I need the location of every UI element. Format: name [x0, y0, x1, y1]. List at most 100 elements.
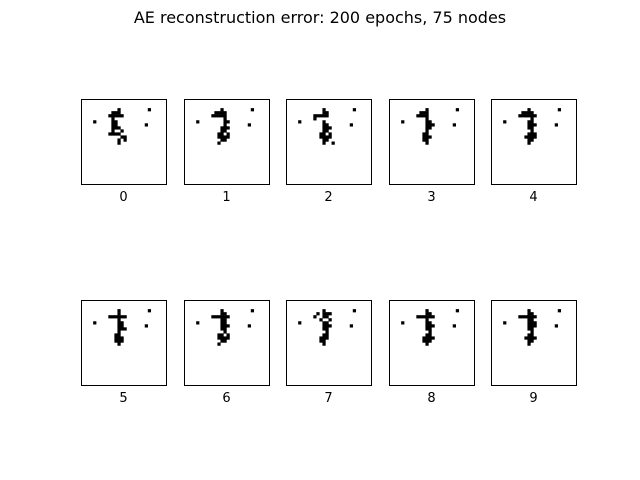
pixel — [530, 111, 534, 115]
pixel — [530, 132, 534, 136]
pixel — [220, 327, 224, 331]
pixel — [117, 141, 121, 145]
pixel — [220, 315, 224, 319]
pixel — [223, 114, 227, 118]
pixel — [425, 318, 429, 322]
pixel — [117, 111, 121, 115]
pixel — [533, 324, 537, 328]
pixel — [503, 120, 507, 124]
pixel — [111, 117, 115, 121]
pixel — [298, 321, 302, 325]
pixel — [117, 114, 121, 118]
pixel — [425, 132, 429, 136]
pixel — [352, 108, 357, 112]
pixel — [120, 327, 124, 331]
pixel — [325, 327, 329, 331]
pixel — [108, 114, 112, 118]
pixel — [530, 333, 534, 337]
pixel — [322, 111, 326, 115]
pixel — [530, 114, 534, 118]
pixel — [123, 138, 127, 142]
pixel — [117, 336, 121, 340]
pixel — [108, 315, 112, 319]
pixel — [422, 138, 426, 142]
pixel — [223, 336, 227, 340]
pixel — [147, 309, 152, 313]
pixel — [530, 318, 534, 322]
pixel — [530, 123, 534, 127]
pixel — [530, 336, 534, 340]
pixel — [428, 336, 432, 340]
pixel — [226, 324, 230, 328]
pixel — [325, 135, 329, 139]
pixel — [144, 324, 148, 328]
image-panel: 7 — [286, 300, 372, 406]
pixel — [530, 120, 534, 124]
panel-label: 1 — [222, 190, 230, 205]
pixel — [114, 123, 118, 127]
pixel — [533, 315, 537, 319]
pixel — [114, 114, 118, 118]
pixel — [313, 117, 317, 121]
pixel — [120, 339, 124, 343]
pixel — [422, 111, 426, 115]
pixel — [223, 327, 227, 331]
pixel — [524, 135, 528, 139]
pixel — [223, 111, 227, 115]
pixel — [111, 129, 115, 133]
pixel — [425, 108, 429, 112]
pixel — [521, 114, 525, 118]
pixel — [422, 114, 426, 118]
pixel — [328, 324, 332, 328]
pixel — [425, 117, 429, 121]
panel-frame — [389, 99, 475, 185]
pixel — [196, 321, 200, 325]
pixel — [527, 321, 531, 325]
pixel — [524, 114, 528, 118]
pixel — [527, 333, 531, 337]
pixel — [416, 315, 420, 319]
pixel — [419, 114, 423, 118]
pixel — [425, 327, 429, 331]
pixel — [425, 114, 429, 118]
pixel — [425, 339, 429, 343]
pixel — [217, 111, 221, 115]
pixel — [220, 108, 224, 112]
pixel — [325, 321, 329, 325]
pixel — [223, 120, 227, 124]
pixel — [428, 315, 432, 319]
pixel — [223, 135, 227, 139]
panel-frame — [491, 300, 577, 386]
pixel — [425, 321, 429, 325]
pixel — [527, 315, 531, 319]
pixel — [422, 339, 426, 343]
pixel — [527, 309, 531, 313]
pixel — [322, 138, 326, 142]
pixel — [120, 324, 124, 328]
pixel — [217, 132, 221, 136]
pixel — [322, 327, 326, 331]
pixel — [111, 120, 115, 124]
pixel — [147, 108, 152, 112]
pixel — [533, 336, 537, 340]
pixel — [322, 312, 326, 316]
pixel — [322, 321, 326, 325]
pixel — [226, 120, 230, 124]
pixel — [226, 315, 230, 319]
pixel — [527, 141, 531, 145]
pixel — [325, 123, 329, 127]
pixel — [325, 336, 329, 340]
pixel — [527, 135, 531, 139]
pixel — [117, 330, 121, 334]
pixel — [111, 114, 115, 118]
pixel — [533, 135, 537, 139]
pixel — [217, 336, 221, 340]
pixel — [428, 126, 432, 130]
pixel — [431, 336, 435, 340]
pixel — [117, 132, 121, 136]
pixel — [530, 315, 534, 319]
pixel — [322, 132, 326, 136]
pixel — [144, 123, 148, 127]
figure-title: AE reconstruction error: 200 epochs, 75 … — [133, 8, 507, 27]
panel-label: 0 — [119, 190, 127, 205]
